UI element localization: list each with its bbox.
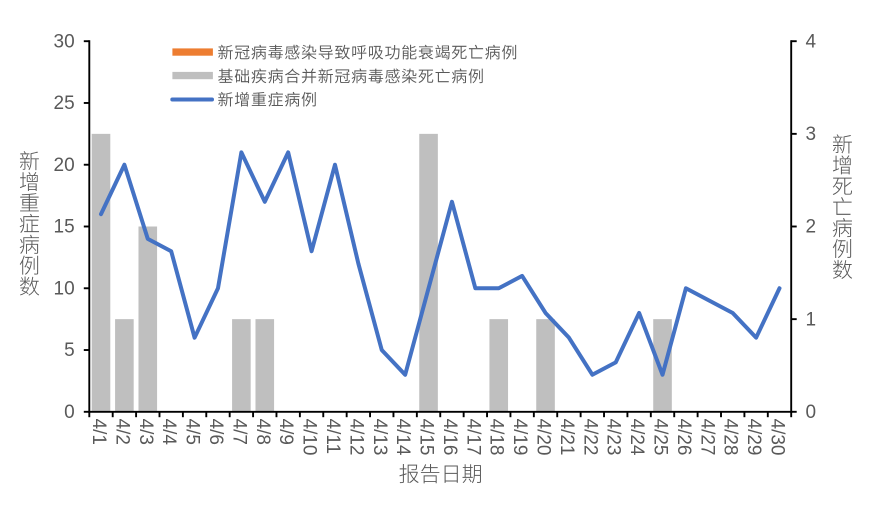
svg-text:4: 4 xyxy=(806,31,817,52)
svg-text:4/11: 4/11 xyxy=(322,419,343,455)
svg-text:4/8: 4/8 xyxy=(252,419,273,445)
svg-text:4/19: 4/19 xyxy=(509,419,530,456)
svg-text:4/25: 4/25 xyxy=(650,419,671,456)
svg-text:4/27: 4/27 xyxy=(696,419,717,456)
svg-text:3: 3 xyxy=(806,124,817,145)
svg-text:4/28: 4/28 xyxy=(720,419,741,456)
svg-text:4/2: 4/2 xyxy=(111,419,132,445)
svg-text:4/10: 4/10 xyxy=(299,419,320,456)
svg-text:30: 30 xyxy=(54,31,75,52)
svg-text:4/16: 4/16 xyxy=(439,419,460,456)
svg-text:4/7: 4/7 xyxy=(228,419,249,445)
svg-text:4/30: 4/30 xyxy=(767,419,788,456)
svg-text:1: 1 xyxy=(806,309,817,330)
svg-text:4/4: 4/4 xyxy=(158,419,179,446)
svg-text:20: 20 xyxy=(54,155,75,176)
svg-text:25: 25 xyxy=(54,93,75,114)
svg-text:4/9: 4/9 xyxy=(275,419,296,445)
svg-text:4/22: 4/22 xyxy=(579,419,600,456)
svg-text:4/15: 4/15 xyxy=(416,419,437,456)
svg-text:4/13: 4/13 xyxy=(369,419,390,456)
svg-text:4/24: 4/24 xyxy=(626,419,647,456)
svg-text:5: 5 xyxy=(64,340,75,361)
svg-text:4/20: 4/20 xyxy=(533,419,554,456)
svg-text:4/12: 4/12 xyxy=(345,419,366,456)
svg-text:2: 2 xyxy=(806,217,817,238)
svg-text:4/17: 4/17 xyxy=(462,419,483,456)
svg-text:15: 15 xyxy=(54,217,75,238)
svg-text:4/18: 4/18 xyxy=(486,419,507,456)
svg-text:4/23: 4/23 xyxy=(603,419,624,456)
svg-text:4/14: 4/14 xyxy=(392,419,413,456)
svg-text:0: 0 xyxy=(64,402,75,423)
svg-text:4/26: 4/26 xyxy=(673,419,694,456)
svg-text:4/21: 4/21 xyxy=(556,419,577,456)
svg-text:0: 0 xyxy=(806,402,817,423)
svg-text:4/3: 4/3 xyxy=(135,419,156,445)
svg-text:4/5: 4/5 xyxy=(182,419,203,445)
svg-text:4/6: 4/6 xyxy=(205,419,226,445)
svg-text:10: 10 xyxy=(54,278,75,299)
svg-text:4/1: 4/1 xyxy=(88,419,109,445)
svg-text:4/29: 4/29 xyxy=(743,419,764,456)
